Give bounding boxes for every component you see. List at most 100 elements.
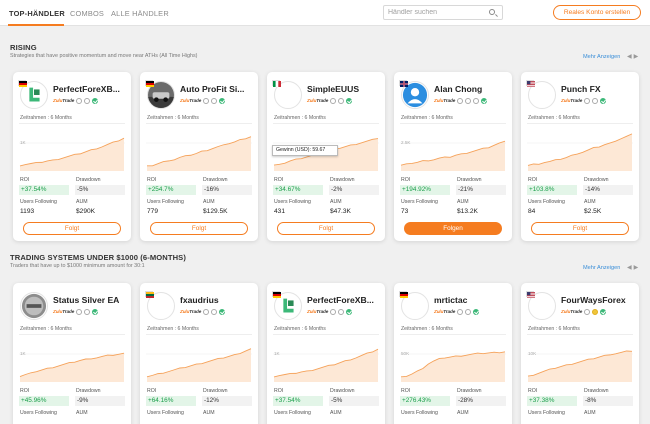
following-button[interactable]: Folgt (277, 222, 375, 235)
section-subtitle-under-1000: Traders that have up to $1000 minimum am… (10, 263, 145, 269)
country-flag-icon (145, 291, 154, 298)
aum-label: AUM (330, 199, 342, 205)
aum-label: AUM (76, 410, 88, 416)
divider (273, 123, 379, 124)
equity-chart[interactable] (400, 127, 506, 171)
roi-value: +37.38% (527, 396, 577, 406)
tab-top-traders[interactable]: TOP-HÄNDLER (9, 9, 65, 18)
carousel-arrows[interactable]: ◀▶ (627, 264, 640, 271)
trader-card[interactable]: mrtictac ZuluTrade Zeitrahmen : 6 Months 50… (394, 283, 512, 424)
broker-badges: ZuluTrade (561, 309, 637, 315)
carousel-arrows[interactable]: ◀▶ (627, 53, 640, 60)
broker-badges: ZuluTrade (180, 309, 256, 315)
strategy-badge-icon (84, 98, 90, 104)
trader-card[interactable]: fxaudrius ZuluTrade Zeitrahmen : 6 Months R… (140, 283, 258, 424)
timeframe-label: Zeitrahmen : 6 Months (528, 326, 580, 332)
trader-name[interactable]: PerfectForeXB... (53, 84, 120, 94)
chart-area[interactable]: 50K (400, 338, 506, 382)
following-button[interactable]: Folgt (23, 222, 121, 235)
search-input[interactable] (388, 7, 486, 18)
following-button[interactable]: Folgt (150, 222, 248, 235)
trader-name[interactable]: Punch FX (561, 84, 601, 94)
search-box[interactable] (383, 5, 503, 20)
strategy-badge-icon (330, 309, 336, 315)
users-following-label: Users Following (528, 410, 565, 416)
search-icon[interactable] (489, 9, 495, 15)
follow-button[interactable]: Folgen (404, 222, 502, 235)
broker-badges: ZuluTrade (307, 98, 383, 104)
show-more-link[interactable]: Mehr Anzeigen (583, 54, 621, 60)
users-following-label: Users Following (147, 199, 184, 205)
following-button[interactable]: Folgt (531, 222, 629, 235)
chart-area[interactable]: 10K (527, 338, 633, 382)
trader-card[interactable]: Auto ProFit Si... ZuluTrade Zeitrahmen : 6… (140, 72, 258, 241)
show-more-link[interactable]: Mehr Anzeigen (583, 265, 621, 271)
trader-name[interactable]: FourWaysForex (561, 295, 626, 305)
chart-area[interactable]: 1K (19, 127, 125, 171)
trader-name[interactable]: Auto ProFit Si... (180, 84, 245, 94)
verified-icon (346, 309, 352, 315)
trader-name[interactable]: Status Silver EA (53, 295, 120, 305)
drawdown-label: Drawdown (203, 177, 228, 183)
users-following-label: Users Following (528, 199, 565, 205)
chart-axis-label: 50K (401, 351, 410, 356)
arrow-left-icon[interactable]: ◀ (627, 265, 634, 271)
chart-area[interactable]: 1K (19, 338, 125, 382)
trader-card[interactable]: PerfectForeXB... ZuluTrade Zeitrahmen : 6 … (13, 72, 131, 241)
trader-name[interactable]: Alan Chong (434, 84, 483, 94)
aum-label: AUM (76, 199, 88, 205)
equity-chart[interactable] (19, 338, 125, 382)
create-account-button[interactable]: Reales Konto erstellen (553, 5, 641, 20)
aum-value: $13.2K (457, 208, 478, 215)
equity-chart[interactable] (527, 338, 633, 382)
users-following-label: Users Following (401, 199, 438, 205)
aum-value: $290K (76, 208, 96, 215)
zulutrade-logo: ZuluTrade (561, 98, 583, 103)
country-flag-icon (526, 80, 535, 87)
equity-area (20, 138, 124, 171)
avatar[interactable] (20, 292, 48, 320)
equity-line (19, 352, 125, 378)
trader-card[interactable]: Alan Chong ZuluTrade Zeitrahmen : 6 Months… (394, 72, 512, 241)
trader-name[interactable]: mrtictac (434, 295, 468, 305)
strategy-badge-icon (457, 98, 463, 104)
chart-tooltip: Gewinn (USD): 59.67 (272, 145, 338, 156)
strategy-badge-icon (465, 309, 471, 315)
tab-combos[interactable]: COMBOS (70, 9, 105, 18)
trader-name[interactable]: PerfectForeXB... (307, 295, 374, 305)
equity-chart[interactable] (400, 338, 506, 382)
arrow-left-icon[interactable]: ◀ (627, 54, 634, 60)
chart-area[interactable] (527, 127, 633, 171)
roi-label: ROI (147, 177, 157, 183)
chart-area[interactable] (146, 127, 252, 171)
equity-chart[interactable] (146, 127, 252, 171)
arrow-right-icon[interactable]: ▶ (633, 54, 641, 60)
chart-area[interactable] (146, 338, 252, 382)
chart-area[interactable]: 1K (273, 338, 379, 382)
trader-card[interactable]: Status Silver EA ZuluTrade Zeitrahmen : 6 … (13, 283, 131, 424)
arrow-right-icon[interactable]: ▶ (633, 265, 641, 271)
trader-card[interactable]: Punch FX ZuluTrade Zeitrahmen : 6 Months RO… (521, 72, 639, 241)
equity-area (401, 351, 505, 382)
trader-card[interactable]: PerfectForeXB... ZuluTrade Zeitrahmen : 6 … (267, 283, 385, 424)
verified-icon (481, 98, 487, 104)
divider (527, 334, 633, 335)
trader-name[interactable]: fxaudrius (180, 295, 219, 305)
tab-all-traders[interactable]: ALLE HÄNDLER (111, 9, 169, 18)
verified-icon (219, 98, 225, 104)
zulutrade-logo: ZuluTrade (307, 309, 329, 314)
zulutrade-logo: ZuluTrade (434, 98, 456, 103)
equity-chart[interactable] (273, 338, 379, 382)
aum-value: $47.3K (330, 208, 351, 215)
drawdown-label: Drawdown (584, 388, 609, 394)
trader-card[interactable]: SimpleEUUS ZuluTrade Zeitrahmen : 6 Months… (267, 72, 385, 241)
chart-area[interactable]: 2.5K (400, 127, 506, 171)
verified-icon (92, 98, 98, 104)
equity-chart[interactable] (19, 127, 125, 171)
aum-label: AUM (203, 199, 215, 205)
equity-chart[interactable] (146, 338, 252, 382)
equity-chart[interactable] (527, 127, 633, 171)
trader-name[interactable]: SimpleEUUS (307, 84, 360, 94)
trader-card[interactable]: FourWaysForex ZuluTrade Zeitrahmen : 6 Mon… (521, 283, 639, 424)
avatar[interactable] (20, 81, 48, 109)
